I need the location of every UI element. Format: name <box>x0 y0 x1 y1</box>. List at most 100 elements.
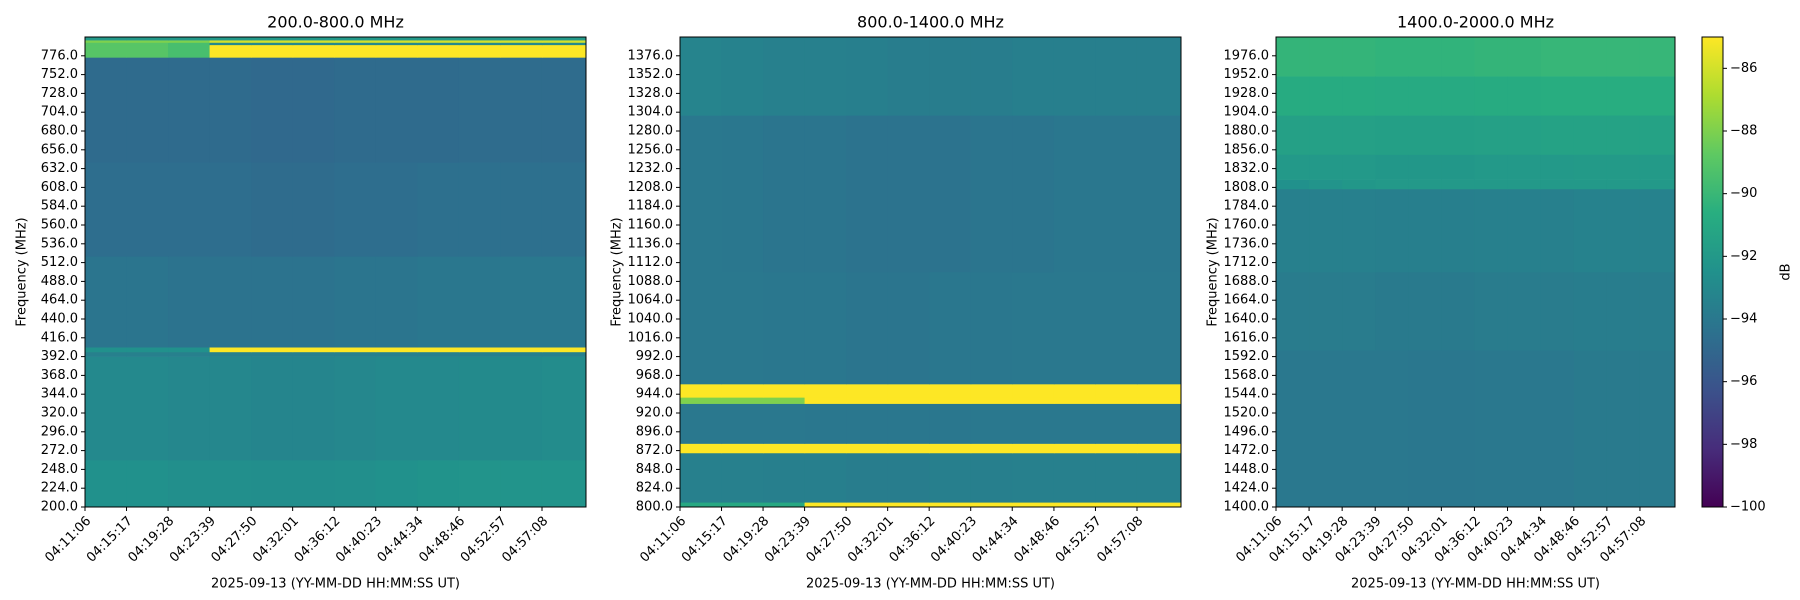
y-tick-label: 488.0 <box>41 274 78 289</box>
heatmap-cell <box>1441 115 1475 155</box>
heatmap-cell <box>375 57 418 163</box>
heatmap-cell <box>1441 154 1475 180</box>
heatmap-cell <box>1095 443 1138 454</box>
heatmap-cell <box>1309 154 1343 180</box>
heatmap-cell <box>1408 37 1442 77</box>
heatmap-cell <box>1095 397 1138 404</box>
x-axis-label: 2025-09-13 (YY-MM-DD HH:MM:SS UT) <box>211 577 460 592</box>
heatmap-cell <box>209 162 252 257</box>
heatmap-cell <box>458 256 501 348</box>
heatmap-cell <box>804 384 847 398</box>
heatmap-cell <box>1540 350 1575 508</box>
y-tick-label: 752.0 <box>41 67 78 82</box>
heatmap-cell <box>887 502 930 508</box>
heatmap-cell <box>126 347 169 353</box>
heatmap-cell <box>804 272 847 385</box>
heatmap-cell <box>680 384 723 398</box>
panel-title: 1400.0-2000.0 MHz <box>1397 13 1554 32</box>
heatmap-cell <box>1573 154 1608 180</box>
heatmap-cell <box>1507 188 1542 273</box>
heatmap-cell <box>541 42 587 46</box>
y-tick-label: 1760.0 <box>1224 218 1270 233</box>
heatmap-cell <box>209 351 252 357</box>
heatmap-cell <box>334 37 377 41</box>
y-tick-label: 632.0 <box>41 161 78 176</box>
heatmap-cell <box>721 397 764 404</box>
y-tick-label: 1304.0 <box>628 105 674 120</box>
y-tick-label: 1688.0 <box>1224 274 1270 289</box>
heatmap-cell <box>1136 272 1182 385</box>
heatmap-cell <box>1606 350 1641 508</box>
heatmap-cell <box>763 502 806 508</box>
heatmap-cell <box>292 40 335 43</box>
heatmap-cell <box>417 40 460 43</box>
heatmap-cell <box>1309 76 1343 116</box>
heatmap-cell <box>168 347 211 353</box>
heatmap-cell <box>1309 350 1343 508</box>
heatmap-cell <box>1276 350 1310 508</box>
y-tick-label: 1568.0 <box>1224 368 1270 383</box>
y-tick-label: 1232.0 <box>628 161 674 176</box>
colorbar <box>1701 36 1724 508</box>
heatmap-cell <box>1309 188 1343 273</box>
y-tick-label: 1520.0 <box>1224 406 1270 421</box>
heatmap-cell <box>1012 443 1055 454</box>
heatmap-cell <box>1342 154 1376 180</box>
y-tick-label: 680.0 <box>41 124 78 139</box>
heatmap-cell <box>929 502 972 508</box>
heatmap-cell <box>1540 115 1575 155</box>
heatmap-cell <box>846 115 889 273</box>
heatmap-cell <box>1606 76 1641 116</box>
heatmap-cell <box>1606 154 1641 180</box>
heatmap-cell <box>1053 443 1096 454</box>
heatmap-cell <box>417 351 460 357</box>
heatmap-cell <box>375 44 418 58</box>
heatmap-cell <box>541 44 587 58</box>
y-tick-label: 1544.0 <box>1224 387 1270 402</box>
heatmap-cell <box>458 44 501 58</box>
heatmap-cell <box>1012 272 1055 385</box>
heatmap-cell <box>458 40 501 43</box>
heatmap-cell <box>458 42 501 46</box>
colorbar-tick-label: −90 <box>1730 186 1757 201</box>
heatmap-cell <box>1053 403 1096 444</box>
heatmap-cell <box>1053 272 1096 385</box>
heatmap-cell <box>1375 115 1409 155</box>
heatmap-cell <box>541 37 587 41</box>
heatmap-cell <box>680 502 723 508</box>
heatmap-cell <box>721 502 764 508</box>
heatmap-cell <box>126 44 169 58</box>
y-tick-label: 272.0 <box>41 443 78 458</box>
heatmap-cell <box>804 452 847 503</box>
x-tick-label: 04:57:08 <box>499 514 551 566</box>
heatmap-cell <box>1507 37 1542 77</box>
colorbar-tick-label: −86 <box>1730 61 1757 76</box>
heatmap-cell <box>417 356 460 461</box>
heatmap-cell <box>846 452 889 503</box>
heatmap-cell <box>1276 154 1310 180</box>
heatmap-cell <box>85 37 128 41</box>
heatmap-cell <box>85 347 128 353</box>
y-tick-label: 296.0 <box>41 424 78 439</box>
heatmap-cell <box>763 452 806 503</box>
axes-frame <box>84 36 587 508</box>
heatmap-cell <box>1540 272 1575 351</box>
heatmap-cell <box>1136 403 1182 444</box>
heatmap-cell <box>251 351 294 357</box>
heatmap-cell <box>292 42 335 46</box>
heatmap-cell <box>500 37 543 41</box>
heatmap-cell <box>1276 37 1310 77</box>
heatmap-cell <box>541 347 587 353</box>
heatmap-cell <box>887 397 930 404</box>
y-tick-label: 248.0 <box>41 462 78 477</box>
heatmap-cell <box>209 347 252 353</box>
heatmap-cell <box>1441 179 1475 190</box>
heatmap-cell <box>292 351 335 357</box>
heatmap-cell <box>541 460 587 508</box>
heatmap-cell <box>85 256 128 348</box>
heatmap-cell <box>168 37 211 41</box>
y-axis-label: Frequency (MHz) <box>1206 217 1221 326</box>
y-tick-label: 1400.0 <box>1224 500 1270 515</box>
heatmap-cell <box>1639 154 1676 180</box>
